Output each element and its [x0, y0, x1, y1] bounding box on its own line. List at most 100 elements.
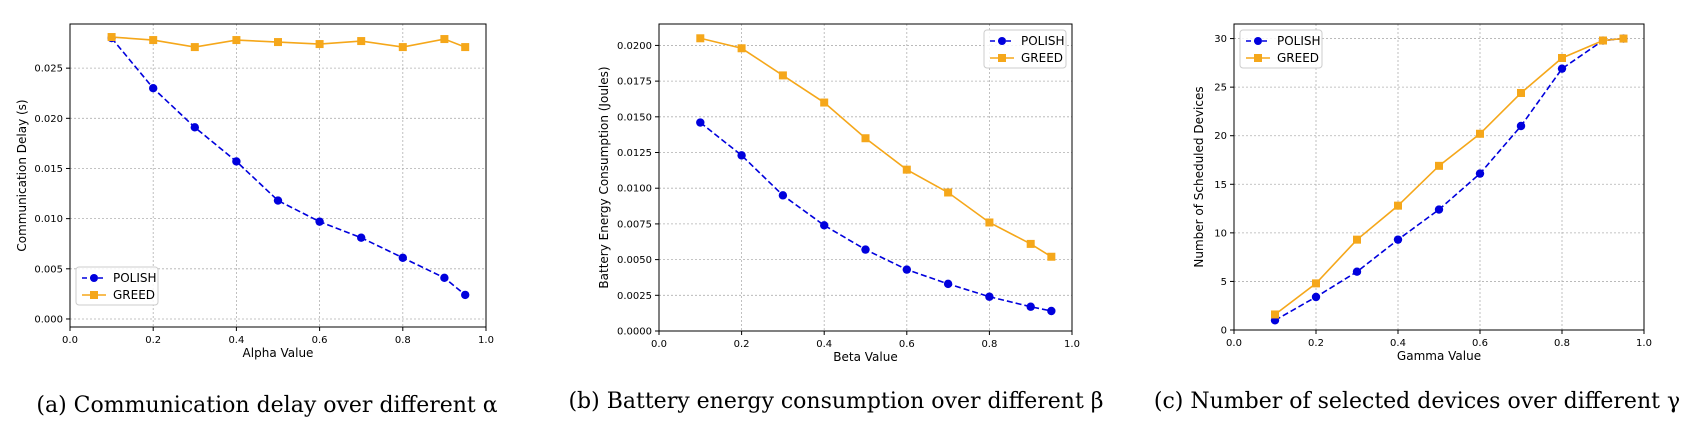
data-point-greed: [315, 40, 324, 49]
y-tick-label: 25: [1214, 83, 1227, 94]
legend-label-polish: POLISH: [1277, 34, 1321, 48]
data-point-polish: [1352, 267, 1362, 276]
legend-marker-greed: [998, 54, 1006, 62]
series-line-greed: [700, 37, 1052, 258]
data-point-greed: [1599, 36, 1607, 45]
plot-frame: [1233, 23, 1645, 331]
data-point-greed: [274, 38, 282, 47]
x-tick-label: 0.2: [1308, 338, 1324, 349]
data-point-polish: [985, 292, 994, 301]
data-point-greed: [696, 34, 705, 43]
legend-marker-polish: [90, 274, 98, 282]
data-point-greed: [1476, 129, 1484, 138]
data-point-greed: [440, 35, 449, 44]
y-tick-label: 0.0000: [617, 327, 652, 338]
data-point-greed: [232, 36, 241, 45]
legend-label-polish: POLISH: [113, 271, 157, 285]
legend-label-greed: GREED: [1021, 51, 1063, 65]
figure-caption-3: (c) Number of selected devices over diff…: [1154, 389, 1680, 414]
data-point-greed: [820, 98, 829, 107]
figure-caption-2: (b) Battery energy consumption over diff…: [568, 389, 1103, 414]
legend: POLISH GREED: [983, 29, 1067, 69]
y-axis-label: Number of Scheduled Devices: [1192, 86, 1206, 267]
chart-3: 0.0 0.2 0.4 0.6 0.8 1.0 0 5 10 15 20 25 30 Gamma Valu…: [1192, 23, 1652, 363]
y-tick-label: 0.010: [34, 214, 63, 225]
data-point-polish: [461, 290, 470, 300]
y-tick-label: 5: [1221, 277, 1227, 288]
data-point-polish: [778, 191, 788, 200]
series-line-greed: [1274, 37, 1624, 316]
data-point-polish: [737, 151, 746, 160]
y-axis-label: Battery Energy Consumption (Joules): [597, 66, 611, 288]
chart-1: 0.0 0.2 0.4 0.6 0.8 1.0 0.000 0.005 0.010 0.015 0.…: [15, 23, 494, 360]
y-tick-label: 10: [1214, 228, 1227, 239]
data-point-polish: [232, 157, 241, 166]
y-tick-label: 0: [1221, 326, 1227, 337]
x-axis-label: Alpha Value: [243, 346, 314, 360]
legend-marker-polish: [998, 37, 1006, 45]
data-point-polish: [1557, 64, 1567, 73]
y-tick-label: 0.005: [34, 264, 63, 275]
y-tick-label: 0.0125: [617, 148, 652, 159]
data-point-greed: [1517, 88, 1525, 97]
legend: POLISH GREED: [75, 266, 159, 306]
y-tick-label: 0.0100: [617, 184, 652, 195]
x-tick-label: 0.8: [395, 335, 411, 346]
y-tick-label: 0.0175: [617, 77, 652, 88]
data-point-greed: [190, 43, 199, 52]
x-axis-label: Gamma Value: [1397, 349, 1481, 363]
data-point-greed: [1026, 239, 1035, 248]
data-point-greed: [1394, 201, 1402, 210]
data-point-greed: [1271, 310, 1279, 319]
x-tick-label: 0.0: [1226, 338, 1242, 349]
data-point-polish: [902, 265, 911, 274]
legend-label-greed: GREED: [113, 288, 155, 302]
y-tick-label: 0.025: [34, 64, 63, 75]
data-point-greed: [107, 33, 116, 42]
data-point-polish: [398, 253, 407, 262]
data-point-greed: [149, 36, 158, 45]
plot-frame: [658, 23, 1073, 332]
figure-caption-1: (a) Communication delay over different α: [36, 393, 497, 418]
data-point-polish: [1311, 292, 1321, 302]
y-tick-label: 0.000: [34, 314, 63, 325]
data-point-greed: [461, 43, 470, 52]
legend-marker-greed: [1254, 54, 1262, 62]
legend-marker-greed: [90, 291, 98, 299]
series-line-polish: [699, 121, 1052, 312]
data-point-polish: [357, 233, 366, 242]
data-point-polish: [190, 123, 199, 132]
x-axis-label: Beta Value: [833, 350, 897, 364]
data-point-polish: [149, 84, 158, 93]
data-point-greed: [902, 165, 911, 174]
y-tick-label: 0.0075: [617, 219, 652, 230]
x-tick-label: 0.4: [228, 335, 244, 346]
data-point-polish: [943, 279, 953, 289]
data-point-greed: [778, 71, 787, 80]
y-tick-label: 0.015: [34, 164, 63, 175]
data-point-greed: [1047, 252, 1056, 261]
data-point-greed: [1619, 34, 1628, 43]
data-point-greed: [1435, 161, 1443, 170]
y-tick-label: 30: [1214, 34, 1227, 45]
series-line-polish: [1274, 37, 1624, 321]
y-tick-label: 0.0025: [617, 291, 652, 302]
data-point-polish: [1516, 121, 1526, 131]
data-point-polish: [1475, 169, 1485, 178]
series-line-polish: [110, 37, 466, 296]
data-point-greed: [357, 37, 366, 46]
data-point-polish: [1026, 302, 1035, 311]
y-tick-label: 0.020: [34, 114, 63, 125]
data-point-polish: [1047, 306, 1056, 316]
legend-label-polish: POLISH: [1021, 34, 1065, 48]
y-tick-label: 0.0200: [617, 41, 652, 52]
data-point-polish: [440, 273, 449, 283]
data-point-polish: [1434, 205, 1444, 214]
data-point-polish: [273, 196, 283, 205]
data-point-polish: [820, 221, 829, 230]
y-tick-label: 0.0150: [617, 112, 652, 123]
plot-frame: [69, 23, 487, 328]
data-point-greed: [985, 218, 994, 227]
data-point-polish: [696, 118, 705, 127]
legend-marker-polish: [1254, 37, 1262, 45]
